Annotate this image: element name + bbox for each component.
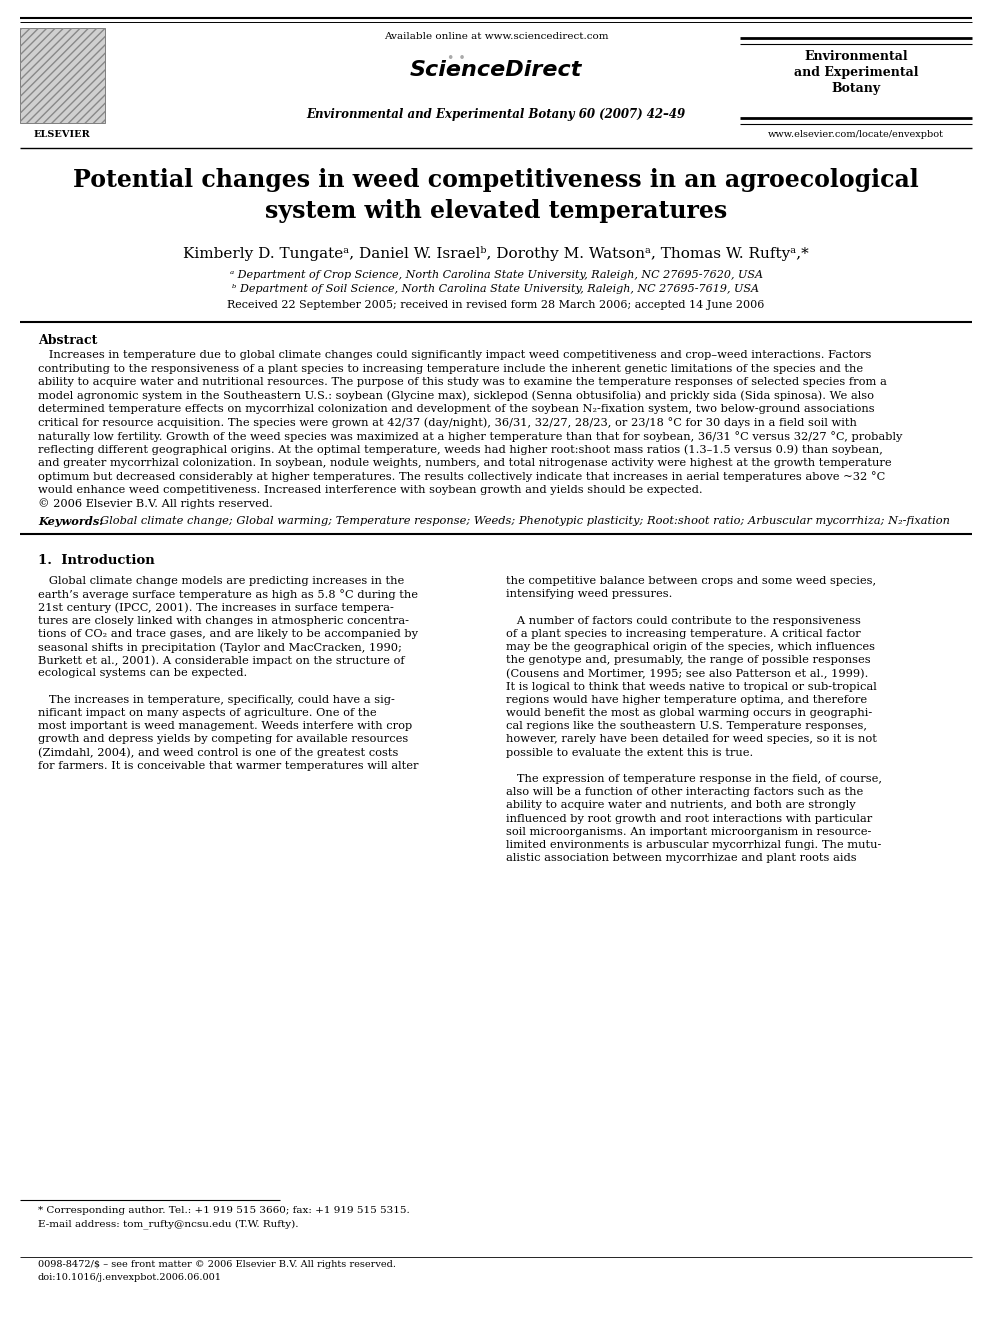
Text: A number of factors could contribute to the responsiveness: A number of factors could contribute to …: [506, 615, 861, 626]
Text: growth and depress yields by competing for available resources: growth and depress yields by competing f…: [38, 734, 409, 745]
Text: possible to evaluate the extent this is true.: possible to evaluate the extent this is …: [506, 747, 753, 758]
Text: and Experimental: and Experimental: [794, 66, 919, 79]
Text: tures are closely linked with changes in atmospheric concentra-: tures are closely linked with changes in…: [38, 615, 409, 626]
Text: ability to acquire water and nutritional resources. The purpose of this study wa: ability to acquire water and nutritional…: [38, 377, 887, 388]
Text: ᵇ Department of Soil Science, North Carolina State University, Raleigh, NC 27695: ᵇ Department of Soil Science, North Caro…: [232, 284, 760, 294]
Text: Botany: Botany: [831, 82, 881, 95]
Text: would benefit the most as global warming occurs in geographi-: would benefit the most as global warming…: [506, 708, 872, 718]
Text: ability to acquire water and nutrients, and both are strongly: ability to acquire water and nutrients, …: [506, 800, 856, 811]
Bar: [20, 28, 105, 123]
Text: © 2006 Elsevier B.V. All rights reserved.: © 2006 Elsevier B.V. All rights reserved…: [38, 499, 273, 509]
Text: tions of CO₂ and trace gases, and are likely to be accompanied by: tions of CO₂ and trace gases, and are li…: [38, 628, 418, 639]
Text: Available online at www.sciencedirect.com: Available online at www.sciencedirect.co…: [384, 32, 608, 41]
Text: ᵃ Department of Crop Science, North Carolina State University, Raleigh, NC 27695: ᵃ Department of Crop Science, North Caro…: [229, 270, 763, 280]
Text: Potential changes in weed competitiveness in an agroecological
system with eleva: Potential changes in weed competitivenes…: [73, 168, 919, 222]
Text: limited environments is arbuscular mycorrhizal fungi. The mutu-: limited environments is arbuscular mycor…: [506, 840, 881, 849]
Text: Environmental and Experimental Botany 60 (2007) 42–49: Environmental and Experimental Botany 60…: [307, 108, 685, 120]
Text: critical for resource acquisition. The species were grown at 42/37 (day/night), : critical for resource acquisition. The s…: [38, 418, 857, 429]
Text: contributing to the responsiveness of a plant species to increasing temperature : contributing to the responsiveness of a …: [38, 364, 863, 373]
Text: • •
 •: • • •: [446, 52, 465, 79]
Text: The increases in temperature, specifically, could have a sig-: The increases in temperature, specifical…: [38, 695, 395, 705]
Text: the genotype and, presumably, the range of possible responses: the genotype and, presumably, the range …: [506, 655, 871, 665]
Text: ScienceDirect: ScienceDirect: [410, 60, 582, 79]
Text: E-mail address: tom_rufty@ncsu.edu (T.W. Rufty).: E-mail address: tom_rufty@ncsu.edu (T.W.…: [38, 1218, 299, 1229]
Text: the competitive balance between crops and some weed species,: the competitive balance between crops an…: [506, 576, 876, 586]
Text: Abstract: Abstract: [38, 333, 97, 347]
Text: soil microorganisms. An important microorganism in resource-: soil microorganisms. An important microo…: [506, 827, 871, 837]
Text: 0098-8472/$ – see front matter © 2006 Elsevier B.V. All rights reserved.: 0098-8472/$ – see front matter © 2006 El…: [38, 1259, 396, 1269]
Text: Global climate change models are predicting increases in the: Global climate change models are predict…: [38, 576, 405, 586]
Text: (Cousens and Mortimer, 1995; see also Patterson et al., 1999).: (Cousens and Mortimer, 1995; see also Pa…: [506, 668, 868, 679]
Text: model agronomic system in the Southeastern U.S.: soybean (Glycine max), sicklepo: model agronomic system in the Southeaste…: [38, 390, 874, 401]
Text: 1.  Introduction: 1. Introduction: [38, 554, 155, 568]
Text: Keywords:: Keywords:: [38, 516, 103, 527]
Text: (Zimdahl, 2004), and weed control is one of the greatest costs: (Zimdahl, 2004), and weed control is one…: [38, 747, 399, 758]
Text: 21st century (IPCC, 2001). The increases in surface tempera-: 21st century (IPCC, 2001). The increases…: [38, 602, 394, 613]
Text: seasonal shifts in precipitation (Taylor and MacCracken, 1990;: seasonal shifts in precipitation (Taylor…: [38, 642, 402, 652]
Text: Increases in temperature due to global climate changes could significantly impac: Increases in temperature due to global c…: [38, 351, 871, 360]
Text: nificant impact on many aspects of agriculture. One of the: nificant impact on many aspects of agric…: [38, 708, 377, 718]
Text: influenced by root growth and root interactions with particular: influenced by root growth and root inter…: [506, 814, 872, 824]
Text: cal regions like the southeastern U.S. Temperature responses,: cal regions like the southeastern U.S. T…: [506, 721, 867, 732]
Text: Burkett et al., 2001). A considerable impact on the structure of: Burkett et al., 2001). A considerable im…: [38, 655, 405, 665]
Text: naturally low fertility. Growth of the weed species was maximized at a higher te: naturally low fertility. Growth of the w…: [38, 431, 903, 442]
Text: Global climate change; Global warming; Temperature response; Weeds; Phenotypic p: Global climate change; Global warming; T…: [100, 516, 950, 527]
Text: Kimberly D. Tungateᵃ, Daniel W. Israelᵇ, Dorothy M. Watsonᵃ, Thomas W. Ruftyᵃ,*: Kimberly D. Tungateᵃ, Daniel W. Israelᵇ,…: [184, 246, 808, 261]
Text: www.elsevier.com/locate/envexpbot: www.elsevier.com/locate/envexpbot: [768, 130, 944, 139]
Text: The expression of temperature response in the field, of course,: The expression of temperature response i…: [506, 774, 882, 785]
Text: It is logical to think that weeds native to tropical or sub-tropical: It is logical to think that weeds native…: [506, 681, 877, 692]
Text: may be the geographical origin of the species, which influences: may be the geographical origin of the sp…: [506, 642, 875, 652]
Text: Environmental: Environmental: [805, 50, 908, 64]
Text: regions would have higher temperature optima, and therefore: regions would have higher temperature op…: [506, 695, 867, 705]
Text: ecological systems can be expected.: ecological systems can be expected.: [38, 668, 247, 679]
Text: Received 22 September 2005; received in revised form 28 March 2006; accepted 14 : Received 22 September 2005; received in …: [227, 300, 765, 310]
Text: and greater mycorrhizal colonization. In soybean, nodule weights, numbers, and t: and greater mycorrhizal colonization. In…: [38, 458, 892, 468]
Text: * Corresponding author. Tel.: +1 919 515 3660; fax: +1 919 515 5315.: * Corresponding author. Tel.: +1 919 515…: [38, 1207, 410, 1215]
Text: for farmers. It is conceivable that warmer temperatures will alter: for farmers. It is conceivable that warm…: [38, 761, 419, 771]
Text: determined temperature effects on mycorrhizal colonization and development of th: determined temperature effects on mycorr…: [38, 404, 875, 414]
Text: intensifying weed pressures.: intensifying weed pressures.: [506, 589, 673, 599]
Text: ELSEVIER: ELSEVIER: [34, 130, 90, 139]
Text: also will be a function of other interacting factors such as the: also will be a function of other interac…: [506, 787, 863, 798]
Text: optimum but decreased considerably at higher temperatures. The results collectiv: optimum but decreased considerably at hi…: [38, 471, 885, 483]
Text: doi:10.1016/j.envexpbot.2006.06.001: doi:10.1016/j.envexpbot.2006.06.001: [38, 1273, 222, 1282]
Text: alistic association between mycorrhizae and plant roots aids: alistic association between mycorrhizae …: [506, 853, 857, 863]
Text: of a plant species to increasing temperature. A critical factor: of a plant species to increasing tempera…: [506, 628, 861, 639]
Text: earth’s average surface temperature as high as 5.8 °C during the: earth’s average surface temperature as h…: [38, 589, 418, 601]
Text: however, rarely have been detailed for weed species, so it is not: however, rarely have been detailed for w…: [506, 734, 877, 745]
Text: would enhance weed competitiveness. Increased interference with soybean growth a: would enhance weed competitiveness. Incr…: [38, 486, 702, 495]
Bar: [20, 28, 105, 123]
Text: reflecting different geographical origins. At the optimal temperature, weeds had: reflecting different geographical origin…: [38, 445, 883, 455]
Text: most important is weed management. Weeds interfere with crop: most important is weed management. Weeds…: [38, 721, 413, 732]
